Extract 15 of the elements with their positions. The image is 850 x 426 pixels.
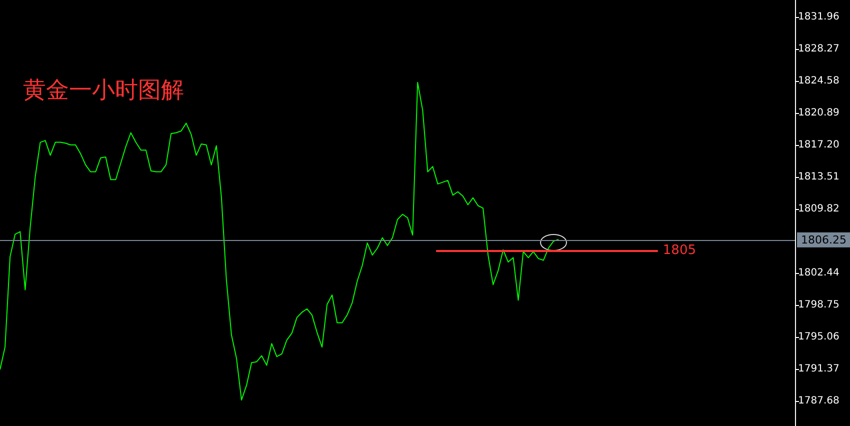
y-tick-label: 1813.51	[798, 171, 840, 182]
y-tick-label: 1831.96	[798, 11, 840, 22]
y-tick-label: 1817.20	[798, 139, 840, 150]
y-tick-label: 1798.75	[798, 299, 840, 310]
ref-line-label: 1805	[662, 243, 696, 258]
y-tick-label: 1791.37	[798, 364, 840, 374]
y-tick-label: 1802.44	[798, 267, 840, 278]
y-tick-label: 1787.68	[798, 396, 840, 407]
text: 黄金一小时图解	[23, 78, 184, 104]
y-tick-label: 1820.89	[798, 107, 840, 118]
y-tick-label: 1828.27	[798, 43, 840, 54]
y-tick-label: 1795.06	[798, 331, 840, 342]
y-tick-label: 1824.58	[798, 75, 840, 86]
ref-line-label: 1806.25	[801, 233, 846, 246]
y-tick-label: 1809.82	[798, 203, 840, 214]
